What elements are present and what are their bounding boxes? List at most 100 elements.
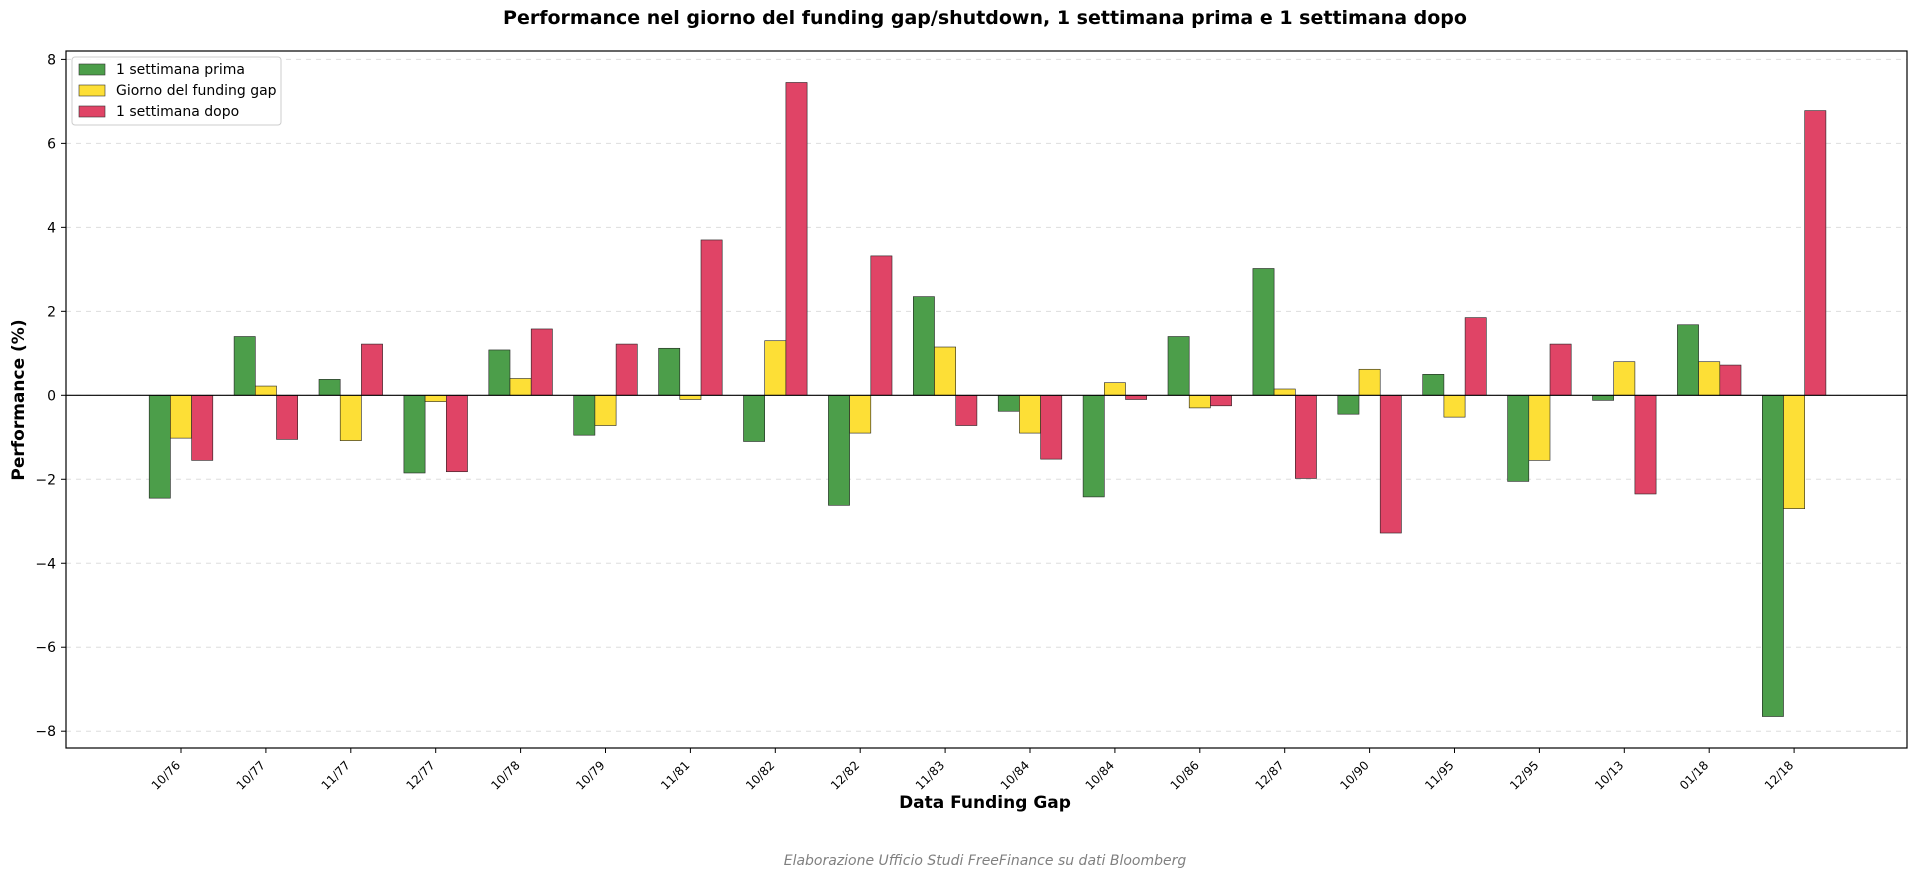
- y-axis-label: Performance (%): [9, 319, 29, 480]
- bar-1-1: [148, 394, 171, 499]
- legend: 1 settimana prima Giorno del funding gap…: [71, 56, 282, 126]
- y-tick-label: −8: [35, 724, 56, 740]
- y-tick-label: 6: [47, 136, 56, 152]
- bar-1-10: [912, 296, 935, 396]
- bar-3-4: [445, 394, 468, 473]
- bar-1-19: [1677, 324, 1699, 396]
- bar-1-11: [997, 394, 1020, 412]
- x-tick-label: 12/87: [1252, 758, 1286, 792]
- x-axis-label: Data Funding Gap: [899, 793, 1071, 813]
- x-tick-label: 12/82: [828, 758, 862, 792]
- bar-1-12: [1082, 394, 1105, 498]
- bar-2-5: [509, 378, 532, 396]
- legend-label-1: 1 settimana prima: [116, 62, 245, 78]
- bar-1-5: [488, 349, 511, 396]
- x-tick-label: 10/13: [1592, 758, 1626, 792]
- bar-1-18: [1592, 394, 1615, 401]
- bar-2-3: [339, 394, 362, 441]
- bar-1-9: [828, 394, 850, 506]
- bar-1-3: [318, 379, 341, 396]
- bar-3-13: [1210, 394, 1232, 407]
- bar-2-17: [1528, 394, 1551, 461]
- x-ticks: 10/76 10/77 11/77 12/77 10/78 10/79 11/81 10/82…: [149, 748, 1796, 793]
- y-tick-label: 2: [47, 304, 56, 320]
- x-tick-label: 10/84: [1083, 758, 1117, 792]
- source-note: Elaborazione Ufficio Studi FreeFinance s…: [784, 853, 1187, 869]
- chart-title: Performance nel giorno del funding gap/s…: [503, 7, 1467, 29]
- bar-3-19: [1719, 364, 1742, 396]
- x-tick-label: 11/95: [1422, 758, 1456, 792]
- bar-2-15: [1358, 368, 1381, 396]
- x-tick-label: 12/18: [1762, 758, 1796, 792]
- legend-swatch-2: [78, 84, 106, 97]
- bar-1-15: [1337, 394, 1360, 415]
- bars: [148, 82, 1827, 717]
- bar-2-18: [1613, 361, 1636, 396]
- bar-1-13: [1167, 336, 1190, 396]
- bar-3-14: [1295, 394, 1317, 479]
- bar-2-1: [170, 394, 192, 439]
- bar-3-20: [1804, 110, 1827, 396]
- bar-2-14: [1273, 388, 1296, 396]
- bar-1-16: [1422, 374, 1445, 396]
- bar-3-3: [361, 343, 383, 396]
- legend-frame: [71, 56, 282, 126]
- bar-2-11: [1019, 394, 1041, 434]
- bar-1-17: [1507, 394, 1530, 482]
- legend-label-3: 1 settimana dopo: [116, 104, 239, 120]
- y-ticks: −8 −6 −4 −2 0 2 4 6 8: [35, 52, 66, 740]
- bar-3-6: [615, 343, 638, 396]
- bar-1-6: [573, 394, 596, 436]
- bar-1-4: [403, 394, 426, 474]
- y-tick-label: 0: [47, 388, 56, 404]
- bar-2-12: [1104, 382, 1126, 396]
- bar-2-16: [1443, 394, 1466, 418]
- bar-1-7: [658, 347, 681, 396]
- bar-2-8: [764, 340, 787, 396]
- bar-2-19: [1698, 361, 1721, 396]
- bar-3-5: [530, 328, 553, 396]
- y-tick-label: 8: [47, 52, 56, 68]
- y-tick-label: −6: [35, 640, 56, 656]
- x-tick-label: 10/78: [488, 758, 522, 792]
- bar-3-9: [870, 255, 893, 396]
- bar-1-2: [233, 336, 256, 396]
- bar-3-18: [1634, 394, 1657, 495]
- x-tick-label: 10/90: [1337, 758, 1371, 792]
- x-tick-label: 01/18: [1677, 758, 1711, 792]
- bar-2-20: [1783, 394, 1806, 509]
- x-tick-label: 12/95: [1507, 758, 1541, 792]
- bar-1-14: [1252, 268, 1275, 396]
- x-tick-label: 10/84: [998, 758, 1032, 792]
- bar-2-2: [255, 385, 277, 396]
- bar-2-7: [679, 394, 702, 400]
- x-tick-label: 10/86: [1168, 758, 1202, 792]
- bar-3-16: [1464, 317, 1487, 396]
- bar-3-1: [191, 394, 214, 461]
- x-tick-label: 10/76: [149, 758, 183, 792]
- x-tick-label: 10/77: [234, 758, 268, 792]
- bar-3-2: [276, 394, 299, 440]
- bar-2-9: [849, 394, 872, 434]
- bar-3-12: [1125, 394, 1148, 400]
- y-tick-label: −2: [35, 472, 56, 488]
- bar-3-10: [955, 394, 978, 426]
- bar-3-15: [1379, 394, 1402, 534]
- legend-swatch-1: [78, 63, 106, 76]
- x-tick-label: 10/82: [743, 758, 777, 792]
- bar-3-17: [1549, 343, 1572, 396]
- plot-frame: [65, 50, 1908, 749]
- bar-2-13: [1188, 394, 1211, 409]
- bar-3-7: [700, 239, 723, 396]
- x-tick-label: 12/77: [403, 758, 437, 792]
- x-tick-label: 11/77: [319, 758, 353, 792]
- bar-2-10: [934, 346, 957, 396]
- bar-2-4: [424, 394, 447, 402]
- bar-3-8: [785, 82, 808, 396]
- legend-label-2: Giorno del funding gap: [116, 83, 277, 99]
- x-tick-label: 11/81: [658, 758, 692, 792]
- bar-1-20: [1762, 394, 1784, 717]
- bar-1-8: [743, 394, 766, 442]
- y-tick-label: −4: [35, 556, 56, 572]
